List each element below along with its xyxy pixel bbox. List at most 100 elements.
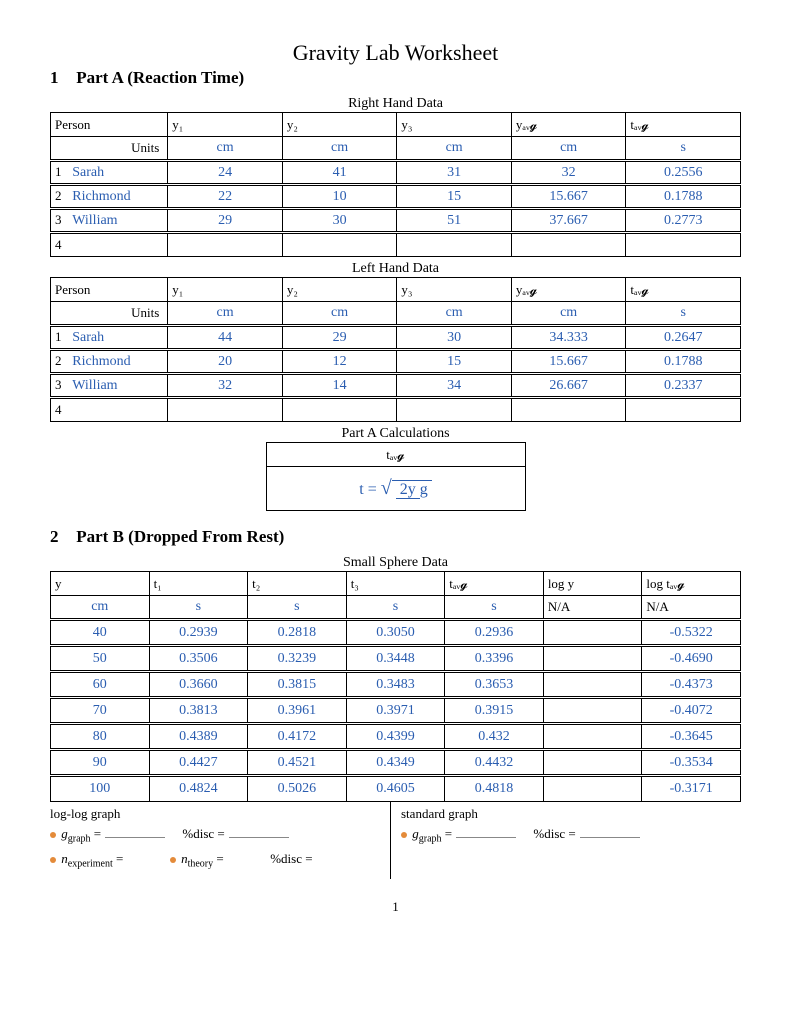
cell-t2: 0.3961 bbox=[248, 698, 347, 724]
cell-y3: 31 bbox=[397, 161, 512, 185]
pb-units-logy: N/A bbox=[543, 596, 642, 620]
cell-t1: 0.4389 bbox=[149, 724, 248, 750]
cell-y3 bbox=[397, 398, 512, 422]
col-header-person: Person bbox=[51, 113, 168, 137]
units-yavg: cm bbox=[511, 137, 626, 161]
pb-units-t1: s bbox=[149, 596, 248, 620]
standard-label: standard graph bbox=[401, 806, 741, 822]
cell-y2 bbox=[282, 398, 397, 422]
ggraph-label-2: ggraph = bbox=[412, 826, 452, 845]
row-person: 3 William bbox=[51, 209, 168, 233]
part-a-number: 1 bbox=[50, 68, 72, 88]
cell-logt: -0.3171 bbox=[642, 776, 741, 802]
col-header-yavg: yₐᵥ𝓰 bbox=[511, 113, 626, 137]
cell-tavg: 0.1788 bbox=[626, 185, 741, 209]
cell-y3 bbox=[397, 233, 512, 257]
pdisc-label-3: %disc = bbox=[533, 826, 575, 842]
nth-label: ntheory = bbox=[181, 851, 224, 870]
cell-tavg: 0.2773 bbox=[626, 209, 741, 233]
row-person: 4 bbox=[51, 398, 168, 422]
cell-y1 bbox=[168, 398, 283, 422]
cell-tavg: 0.1788 bbox=[626, 350, 741, 374]
pb-units-t3: s bbox=[346, 596, 445, 620]
cell-logt: -0.3534 bbox=[642, 750, 741, 776]
cell-y: 40 bbox=[51, 620, 150, 646]
part-b-heading-text: Part B (Dropped From Rest) bbox=[76, 527, 284, 546]
pb-col-logt: log tₐᵥ𝓰 bbox=[642, 572, 741, 596]
dot-icon bbox=[401, 832, 407, 838]
part-a-heading-text: Part A (Reaction Time) bbox=[76, 68, 244, 87]
col-header-y2: y₂ bbox=[282, 113, 397, 137]
cell-t2: 0.4521 bbox=[248, 750, 347, 776]
pb-col-t2: t₂ bbox=[248, 572, 347, 596]
page-title: Gravity Lab Worksheet bbox=[50, 40, 741, 66]
table-row: 4 bbox=[51, 398, 741, 422]
cell-yavg: 37.667 bbox=[511, 209, 626, 233]
pdisc-label-2: %disc = bbox=[270, 851, 312, 867]
formula-lhs: t = bbox=[359, 481, 376, 498]
pb-units-tavg: s bbox=[445, 596, 544, 620]
cell-t3: 0.4349 bbox=[346, 750, 445, 776]
col-header-y1: y₁ bbox=[168, 278, 283, 302]
cell-logt: -0.3645 bbox=[642, 724, 741, 750]
units-tavg: s bbox=[626, 137, 741, 161]
cell-yavg: 32 bbox=[511, 161, 626, 185]
cell-y: 60 bbox=[51, 672, 150, 698]
cell-y2 bbox=[282, 233, 397, 257]
cell-logt: -0.4373 bbox=[642, 672, 741, 698]
table-row: 3 William29305137.6670.2773 bbox=[51, 209, 741, 233]
loglog-label: log-log graph bbox=[50, 806, 390, 822]
row-person: 4 bbox=[51, 233, 168, 257]
dot-icon bbox=[50, 832, 56, 838]
table-row: 500.35060.32390.34480.3396-0.4690 bbox=[51, 646, 741, 672]
cell-t1: 0.3660 bbox=[149, 672, 248, 698]
units-y3: cm bbox=[397, 137, 512, 161]
cell-yavg: 26.667 bbox=[511, 374, 626, 398]
cell-yavg: 15.667 bbox=[511, 185, 626, 209]
table-row: 3 William32143426.6670.2337 bbox=[51, 374, 741, 398]
table-row: 700.38130.39610.39710.3915-0.4072 bbox=[51, 698, 741, 724]
right-hand-table: Person y₁ y₂ y₃ yₐᵥ𝓰 tₐᵥ𝓰 Units cm cm cm… bbox=[50, 112, 741, 257]
cell-tavg: 0.3915 bbox=[445, 698, 544, 724]
table-row: 900.44270.45210.43490.4432-0.3534 bbox=[51, 750, 741, 776]
cell-tavg: 0.2936 bbox=[445, 620, 544, 646]
cell-tavg bbox=[626, 398, 741, 422]
cell-logy bbox=[543, 698, 642, 724]
units-label: Units bbox=[51, 137, 168, 161]
units-y1: cm bbox=[168, 302, 283, 326]
cell-y: 70 bbox=[51, 698, 150, 724]
cell-y: 50 bbox=[51, 646, 150, 672]
cell-t3: 0.4399 bbox=[346, 724, 445, 750]
cell-y2: 29 bbox=[282, 326, 397, 350]
col-header-y3: y₃ bbox=[397, 113, 512, 137]
cell-yavg bbox=[511, 398, 626, 422]
cell-y1 bbox=[168, 233, 283, 257]
left-hand-table: Person y₁ y₂ y₃ yₐᵥ𝓰 tₐᵥ𝓰 Units cm cm cm… bbox=[50, 277, 741, 422]
cell-logt: -0.4072 bbox=[642, 698, 741, 724]
cell-tavg: 0.4818 bbox=[445, 776, 544, 802]
pb-col-t1: t₁ bbox=[149, 572, 248, 596]
part-b-number: 2 bbox=[50, 527, 72, 547]
calc-caption: Part A Calculations bbox=[50, 426, 741, 442]
cell-yavg: 15.667 bbox=[511, 350, 626, 374]
cell-tavg bbox=[626, 233, 741, 257]
formula: t = √2yg bbox=[359, 481, 431, 498]
cell-logy bbox=[543, 750, 642, 776]
cell-y1: 29 bbox=[168, 209, 283, 233]
col-header-tavg: tₐᵥ𝓰 bbox=[626, 278, 741, 302]
cell-t1: 0.4824 bbox=[149, 776, 248, 802]
calc-header: tₐᵥ𝓰 bbox=[266, 443, 525, 467]
row-person: 1 Sarah bbox=[51, 161, 168, 185]
table-row: 1 Sarah244131320.2556 bbox=[51, 161, 741, 185]
cell-t3: 0.4605 bbox=[346, 776, 445, 802]
table-row: 1000.48240.50260.46050.4818-0.3171 bbox=[51, 776, 741, 802]
cell-t1: 0.4427 bbox=[149, 750, 248, 776]
small-sphere-table: y t₁ t₂ t₃ tₐᵥ𝓰 log y log tₐᵥ𝓰 cm s s s … bbox=[50, 571, 741, 802]
cell-y2: 14 bbox=[282, 374, 397, 398]
units-tavg: s bbox=[626, 302, 741, 326]
units-y2: cm bbox=[282, 137, 397, 161]
cell-y2: 10 bbox=[282, 185, 397, 209]
table-row: 800.43890.41720.43990.432-0.3645 bbox=[51, 724, 741, 750]
cell-logy bbox=[543, 724, 642, 750]
cell-tavg: 0.3653 bbox=[445, 672, 544, 698]
